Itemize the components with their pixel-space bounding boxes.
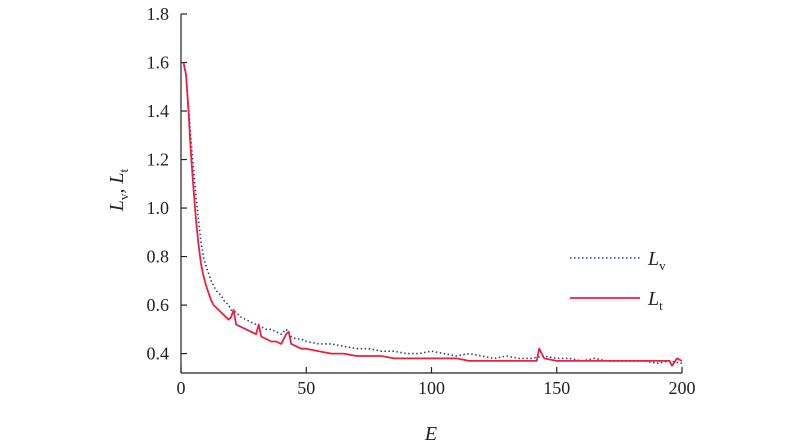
y-tick-label: 0.4 bbox=[147, 344, 170, 364]
y-axis-label-separator: , bbox=[106, 184, 128, 194]
x-tick-label: 50 bbox=[297, 378, 315, 398]
x-tick-label: 0 bbox=[177, 378, 186, 398]
series-line-lv bbox=[182, 62, 683, 365]
y-axis-label-part-2: L bbox=[106, 172, 128, 184]
y-tick-label: 1.6 bbox=[147, 53, 170, 73]
x-tick-label: 100 bbox=[418, 378, 445, 398]
legend: Lv Lt bbox=[570, 248, 666, 313]
y-axis-label: Lv, Lt bbox=[106, 168, 131, 212]
y-tick-label: 1.4 bbox=[147, 101, 170, 121]
plot-area bbox=[182, 62, 683, 367]
y-axis-label-part-1: L bbox=[106, 200, 128, 212]
x-axis-label: E bbox=[424, 423, 437, 445]
series-line-lt bbox=[182, 62, 683, 367]
y-tick-label: 0.8 bbox=[147, 247, 170, 267]
axes bbox=[180, 14, 682, 374]
y-tick-label: 1.0 bbox=[147, 198, 170, 218]
y-axis-label-part-1-sub: v bbox=[116, 193, 131, 200]
y-axis-ticks: 0.4 0.6 0.8 1.0 1.2 1.4 1.6 1.8 bbox=[147, 4, 187, 364]
legend-label-lv: Lv bbox=[647, 248, 666, 273]
x-axis-ticks: 0 50 100 150 200 bbox=[177, 367, 696, 398]
legend-label-lt: Lt bbox=[647, 288, 663, 313]
y-tick-label: 0.6 bbox=[147, 295, 170, 315]
x-tick-label: 150 bbox=[543, 378, 570, 398]
x-tick-label: 200 bbox=[669, 378, 696, 398]
y-axis-label-part-2-sub: t bbox=[116, 168, 131, 172]
y-tick-label: 1.2 bbox=[147, 150, 170, 170]
y-tick-label: 1.8 bbox=[147, 4, 170, 24]
